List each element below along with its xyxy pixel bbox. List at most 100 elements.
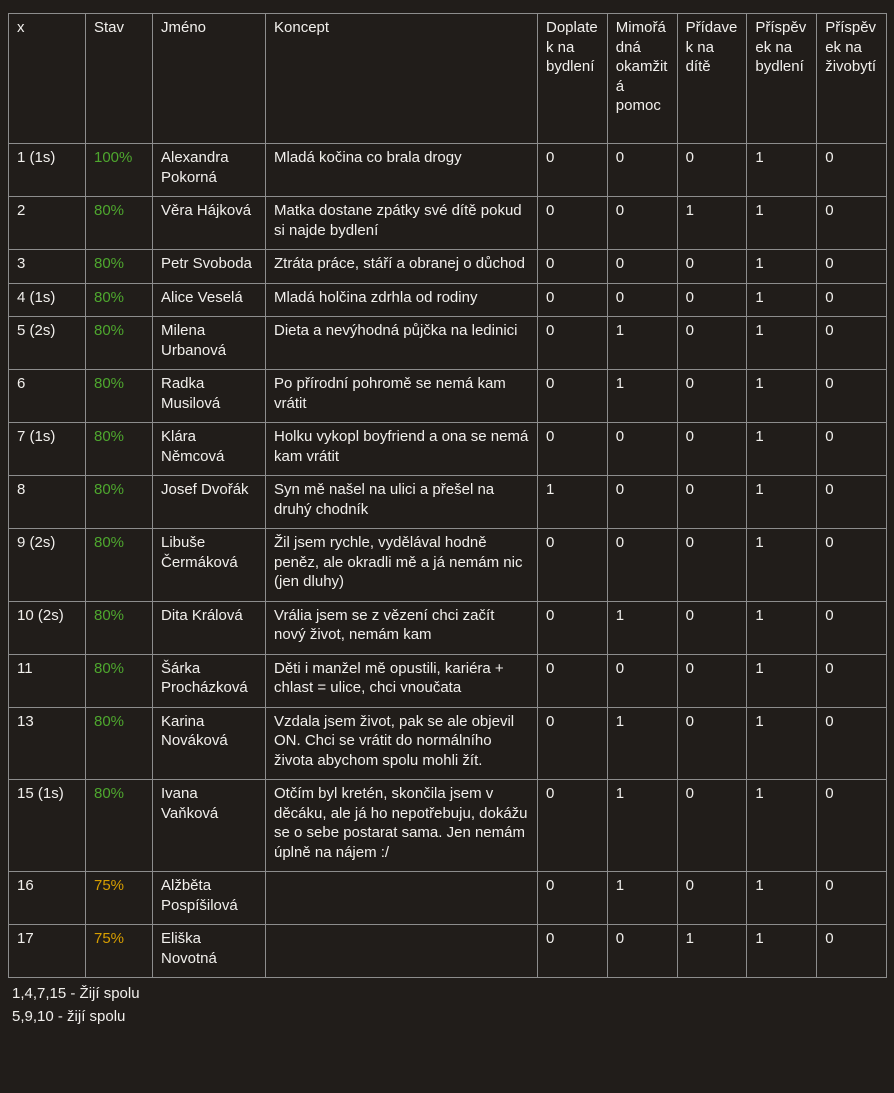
name-cell: Ivana Vaňková xyxy=(152,779,266,872)
value-cell: 0 xyxy=(816,924,887,978)
table-row: 2 80% Věra Hájková Matka dostane zpátky své… xyxy=(8,196,887,250)
value-cell: 0 xyxy=(676,779,748,872)
concept-cell: Děti i manžel mě opustili, kariéra + chl… xyxy=(265,653,538,708)
status-percent-cell: 80% xyxy=(85,422,153,476)
value-cell: 0 xyxy=(816,422,887,476)
value-cell: 0 xyxy=(816,316,887,370)
table-row: 7 (1s) 80% Klára Němcová Holku vykopl boyfr… xyxy=(8,422,887,476)
value-cell: 1 xyxy=(537,475,608,529)
value-cell: 0 xyxy=(816,143,887,197)
value-cell: 0 xyxy=(537,249,608,284)
name-cell: Dita Králová xyxy=(152,600,266,655)
table-row: 4 (1s) 80% Alice Veselá Mladá holčina zdrhl… xyxy=(8,282,887,317)
value-cell: 0 xyxy=(606,653,678,708)
value-cell: 1 xyxy=(746,924,818,978)
concept-cell: Mladá kočina co brala drogy xyxy=(265,143,538,197)
value-cell: 0 xyxy=(537,316,608,370)
table-row: 17 75% Eliška Novotná 0 0 1 1 0 xyxy=(8,924,887,978)
value-cell: 0 xyxy=(676,282,748,317)
row-number-cell: 17 xyxy=(8,924,86,978)
value-cell: 0 xyxy=(537,369,608,423)
name-cell: Milena Urbanová xyxy=(152,316,266,370)
value-cell: 0 xyxy=(676,528,748,602)
value-cell: 0 xyxy=(816,249,887,284)
value-cell: 0 xyxy=(537,871,608,925)
name-cell: Věra Hájková xyxy=(152,196,266,250)
row-number-cell: 16 xyxy=(8,871,86,925)
value-cell: 0 xyxy=(606,196,678,250)
value-cell: 0 xyxy=(606,475,678,529)
name-cell: Klára Němcová xyxy=(152,422,266,476)
value-cell: 0 xyxy=(816,871,887,925)
row-number-cell: 9 (2s) xyxy=(8,528,86,602)
concept-cell: Mladá holčina zdrhla od rodiny xyxy=(265,282,538,317)
value-cell: 1 xyxy=(746,779,818,872)
concept-cell: Po přírodní pohromě se nemá kam vrátit xyxy=(265,369,538,423)
value-cell: 1 xyxy=(746,282,818,317)
row-number-cell: 13 xyxy=(8,706,86,780)
column-header-doplatek-na-bydleni: Doplatek na bydlení xyxy=(537,13,608,144)
value-cell: 0 xyxy=(676,653,748,708)
concept-cell: Vrália jsem se z vězení chci začít nový … xyxy=(265,600,538,655)
value-cell: 0 xyxy=(676,369,748,423)
value-cell: 1 xyxy=(746,369,818,423)
status-percent-cell: 75% xyxy=(85,871,153,925)
value-cell: 0 xyxy=(537,282,608,317)
concept-cell: Holku vykopl boyfriend a ona se nemá kam… xyxy=(265,422,538,476)
name-cell: Alžběta Pospíšilová xyxy=(152,871,266,925)
concept-cell: Žil jsem rychle, vydělával hodně peněz, … xyxy=(265,528,538,602)
column-header-prispevek-na-zivobyti: Příspěvek na živobytí xyxy=(816,13,887,144)
table-row: 9 (2s) 80% Libuše Čermáková Žil jsem rychle… xyxy=(8,528,887,602)
value-cell: 0 xyxy=(606,282,678,317)
value-cell: 0 xyxy=(606,249,678,284)
name-cell: Karina Nováková xyxy=(152,706,266,780)
value-cell: 0 xyxy=(606,924,678,978)
value-cell: 0 xyxy=(816,282,887,317)
value-cell: 0 xyxy=(676,871,748,925)
column-header-jmeno: Jméno xyxy=(152,13,266,144)
name-cell: Alexandra Pokorná xyxy=(152,143,266,197)
table-row: 3 80% Petr Svoboda Ztráta práce, stáří a ob… xyxy=(8,249,887,284)
value-cell: 0 xyxy=(606,422,678,476)
name-cell: Eliška Novotná xyxy=(152,924,266,978)
row-number-cell: 8 xyxy=(8,475,86,529)
status-percent-cell: 80% xyxy=(85,653,153,708)
status-percent-cell: 80% xyxy=(85,600,153,655)
value-cell: 1 xyxy=(606,779,678,872)
value-cell: 0 xyxy=(816,653,887,708)
value-cell: 1 xyxy=(676,196,748,250)
name-cell: Šárka Procházková xyxy=(152,653,266,708)
value-cell: 0 xyxy=(816,369,887,423)
value-cell: 1 xyxy=(606,316,678,370)
value-cell: 1 xyxy=(606,706,678,780)
value-cell: 0 xyxy=(676,475,748,529)
concept-cell: Matka dostane zpátky své dítě pokud si n… xyxy=(265,196,538,250)
status-percent-cell: 80% xyxy=(85,475,153,529)
table-row: 13 80% Karina Nováková Vzdala jsem život, p… xyxy=(8,706,887,780)
concept-cell: Dieta a nevýhodná půjčka na ledinici xyxy=(265,316,538,370)
row-number-cell: 15 (1s) xyxy=(8,779,86,872)
table-row: 11 80% Šárka Procházková Děti i manžel mě o… xyxy=(8,653,887,708)
value-cell: 0 xyxy=(676,600,748,655)
status-percent-cell: 80% xyxy=(85,706,153,780)
value-cell: 0 xyxy=(676,706,748,780)
concept-cell xyxy=(265,924,538,978)
value-cell: 0 xyxy=(537,528,608,602)
value-cell: 0 xyxy=(537,196,608,250)
table-row: 16 75% Alžběta Pospíšilová 0 1 0 1 0 xyxy=(8,871,887,925)
name-cell: Libuše Čermáková xyxy=(152,528,266,602)
value-cell: 0 xyxy=(606,143,678,197)
footer-note: 5,9,10 - žijí spolu xyxy=(12,1007,126,1025)
value-cell: 1 xyxy=(606,369,678,423)
value-cell: 0 xyxy=(816,528,887,602)
name-cell: Petr Svoboda xyxy=(152,249,266,284)
column-header-prispevek-na-bydleni: Příspěvek na bydlení xyxy=(746,13,818,144)
name-cell: Alice Veselá xyxy=(152,282,266,317)
value-cell: 0 xyxy=(816,475,887,529)
value-cell: 1 xyxy=(606,600,678,655)
value-cell: 1 xyxy=(746,422,818,476)
concept-cell xyxy=(265,871,538,925)
value-cell: 1 xyxy=(676,924,748,978)
status-percent-cell: 80% xyxy=(85,316,153,370)
